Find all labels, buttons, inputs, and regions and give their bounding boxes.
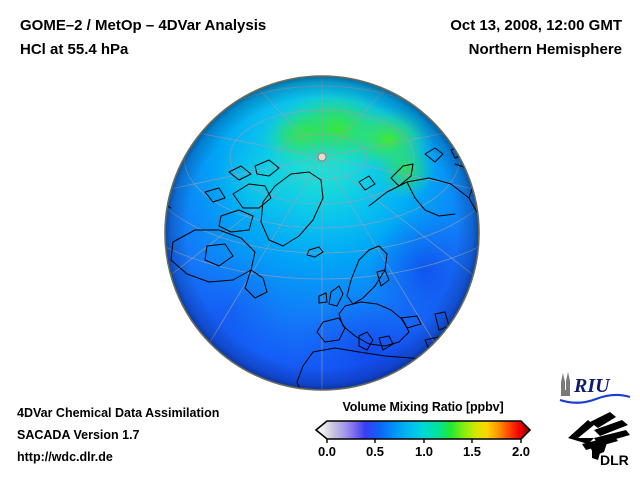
colorbar-tick-0: 0.0 <box>317 444 337 459</box>
dlr-mark-icon <box>568 412 630 460</box>
orthographic-globe-svg <box>164 75 480 391</box>
globe-map <box>163 74 481 392</box>
riu-towers-icon <box>561 372 570 396</box>
colorbar-tick-labels: 0.0 0.5 1.0 1.5 2.0 <box>310 444 536 462</box>
riu-wordmark: RIU <box>573 375 611 397</box>
header-title-line2: HCl at 55.4 hPa <box>20 41 129 58</box>
globe-limb-shading <box>165 76 479 390</box>
globe-content <box>165 76 479 390</box>
colorbar-ticks <box>326 439 522 443</box>
colorbar-tick-1: 0.5 <box>365 444 385 459</box>
header-title-line1: GOME–2 / MetOp – 4DVar Analysis <box>20 17 267 34</box>
header-region: Northern Hemisphere <box>468 41 622 58</box>
header-left: GOME–2 / MetOp – 4DVar Analysis HCl at 5… <box>20 14 266 62</box>
footer-line-assimilation: 4DVar Chemical Data Assimilation <box>17 406 220 420</box>
footer-text-block: 4DVar Chemical Data Assimilation SACADA … <box>17 402 219 468</box>
footer-line-url: http://wdc.dlr.de <box>17 450 113 464</box>
colorbar-tick-2: 1.0 <box>414 444 434 459</box>
colorbar-title: Volume Mixing Ratio [ppbv] <box>342 400 504 414</box>
colorbar-tick-4: 2.0 <box>511 444 531 459</box>
colorbar-gradient-svg <box>314 420 532 443</box>
footer-line-version: SACADA Version 1.7 <box>17 428 140 442</box>
colorbar-tick-3: 1.5 <box>462 444 482 459</box>
north-pole-marker <box>317 152 327 162</box>
colorbar: Volume Mixing Ratio [ppbv] 0.0 0.5 1.0 1… <box>310 400 536 462</box>
globe-outline <box>164 75 480 391</box>
header-right: Oct 13, 2008, 12:00 GMT Northern Hemisph… <box>450 14 622 62</box>
dlr-logo: DLR <box>568 412 630 468</box>
header-timestamp: Oct 13, 2008, 12:00 GMT <box>450 17 622 34</box>
dlr-wordmark: DLR <box>600 452 629 468</box>
riu-logo: RIU <box>559 372 631 404</box>
riu-wave-icon <box>559 393 631 404</box>
colorbar-bar <box>314 420 532 440</box>
